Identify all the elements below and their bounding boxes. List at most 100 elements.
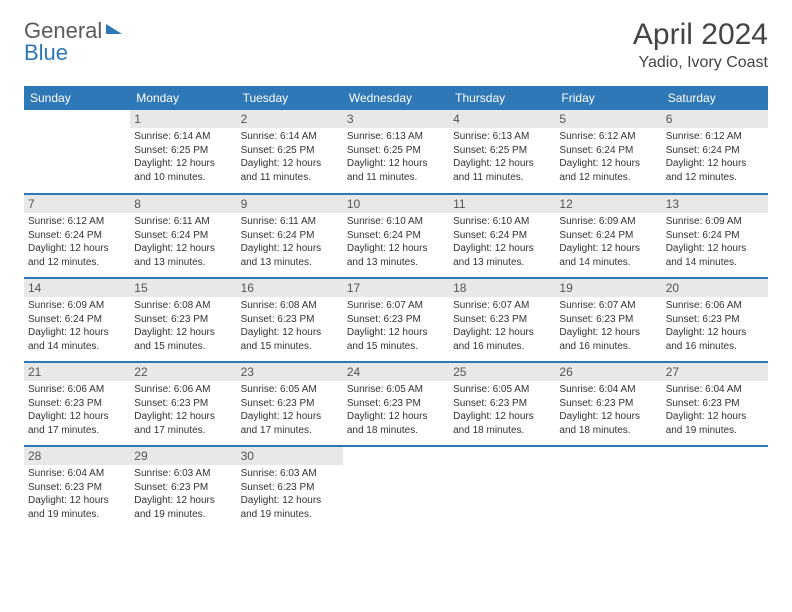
day-info: Sunrise: 6:03 AMSunset: 6:23 PMDaylight:… <box>241 467 339 521</box>
calendar-day: 22Sunrise: 6:06 AMSunset: 6:23 PMDayligh… <box>130 362 236 446</box>
day-number: 8 <box>130 195 236 213</box>
header: General April 2024 Yadio, Ivory Coast <box>24 18 768 72</box>
day-number: 11 <box>449 195 555 213</box>
calendar-day: 3 Sunrise: 6:13 AMSunset: 6:25 PMDaylight… <box>343 110 449 194</box>
calendar-day: 20 Sunrise: 6:06 AMSunset: 6:23 PMDayligh… <box>662 278 768 362</box>
day-info: Sunrise: 6:14 AMSunset: 6:25 PMDaylight:… <box>241 130 339 184</box>
day-number: 19 <box>555 279 661 297</box>
weekday-header: Wednesday <box>343 86 449 110</box>
calendar-day: 15 Sunrise: 6:08 AMSunset: 6:23 PMDayligh… <box>130 278 236 362</box>
day-number: 2 <box>237 110 343 128</box>
day-info: Sunrise: 6:12 AMSunset: 6:24 PMDaylight:… <box>666 130 764 184</box>
day-number: 28 <box>24 447 130 465</box>
calendar-head: SundayMondayTuesdayWednesdayThursdayFrid… <box>24 86 768 110</box>
day-info: Sunrise: 6:12 AMSunset: 6:24 PMDaylight:… <box>559 130 657 184</box>
weekday-row: SundayMondayTuesdayWednesdayThursdayFrid… <box>24 86 768 110</box>
calendar-day <box>449 446 555 530</box>
weekday-header: Sunday <box>24 86 130 110</box>
day-number: 21 <box>24 363 130 381</box>
day-number: 17 <box>343 279 449 297</box>
day-number: 1 <box>130 110 236 128</box>
day-number: 16 <box>237 279 343 297</box>
day-info: Sunrise: 6:07 AMSunset: 6:23 PMDaylight:… <box>347 299 445 353</box>
day-info: Sunrise: 6:12 AMSunset: 6:24 PMDaylight:… <box>28 215 126 269</box>
day-info: Sunrise: 6:10 AMSunset: 6:24 PMDaylight:… <box>453 215 551 269</box>
day-number: 6 <box>662 110 768 128</box>
calendar-day: 23Sunrise: 6:05 AMSunset: 6:23 PMDayligh… <box>237 362 343 446</box>
calendar-day: 2 Sunrise: 6:14 AMSunset: 6:25 PMDaylight… <box>237 110 343 194</box>
calendar-day: 14 Sunrise: 6:09 AMSunset: 6:24 PMDayligh… <box>24 278 130 362</box>
day-info: Sunrise: 6:06 AMSunset: 6:23 PMDaylight:… <box>134 383 232 437</box>
day-info: Sunrise: 6:09 AMSunset: 6:24 PMDaylight:… <box>28 299 126 353</box>
day-info: Sunrise: 6:06 AMSunset: 6:23 PMDaylight:… <box>666 299 764 353</box>
calendar-day: 26Sunrise: 6:04 AMSunset: 6:23 PMDayligh… <box>555 362 661 446</box>
day-number: 5 <box>555 110 661 128</box>
day-number: 20 <box>662 279 768 297</box>
day-number: 24 <box>343 363 449 381</box>
day-info: Sunrise: 6:05 AMSunset: 6:23 PMDaylight:… <box>347 383 445 437</box>
calendar-day: 25Sunrise: 6:05 AMSunset: 6:23 PMDayligh… <box>449 362 555 446</box>
day-number: 27 <box>662 363 768 381</box>
calendar-week: 28 Sunrise: 6:04 AMSunset: 6:23 PMDayligh… <box>24 446 768 530</box>
calendar-day: 13Sunrise: 6:09 AMSunset: 6:24 PMDayligh… <box>662 194 768 278</box>
weekday-header: Tuesday <box>237 86 343 110</box>
calendar-day <box>24 110 130 194</box>
weekday-header: Monday <box>130 86 236 110</box>
calendar-day: 27 Sunrise: 6:04 AMSunset: 6:23 PMDayligh… <box>662 362 768 446</box>
day-info: Sunrise: 6:07 AMSunset: 6:23 PMDaylight:… <box>559 299 657 353</box>
calendar-day: 17 Sunrise: 6:07 AMSunset: 6:23 PMDayligh… <box>343 278 449 362</box>
calendar-day <box>555 446 661 530</box>
day-info: Sunrise: 6:13 AMSunset: 6:25 PMDaylight:… <box>453 130 551 184</box>
calendar-day: 29 Sunrise: 6:03 AMSunset: 6:23 PMDayligh… <box>130 446 236 530</box>
calendar-day: 24 Sunrise: 6:05 AMSunset: 6:23 PMDayligh… <box>343 362 449 446</box>
calendar-week: 1 Sunrise: 6:14 AMSunset: 6:25 PMDaylight… <box>24 110 768 194</box>
day-number: 15 <box>130 279 236 297</box>
calendar-day: 12 Sunrise: 6:09 AMSunset: 6:24 PMDayligh… <box>555 194 661 278</box>
calendar-table: SundayMondayTuesdayWednesdayThursdayFrid… <box>24 86 768 530</box>
calendar-day: 21Sunrise: 6:06 AMSunset: 6:23 PMDayligh… <box>24 362 130 446</box>
day-info: Sunrise: 6:09 AMSunset: 6:24 PMDaylight:… <box>559 215 657 269</box>
weekday-header: Saturday <box>662 86 768 110</box>
day-number: 18 <box>449 279 555 297</box>
calendar-week: 21Sunrise: 6:06 AMSunset: 6:23 PMDayligh… <box>24 362 768 446</box>
calendar-day: 1Sunrise: 6:14 AMSunset: 6:25 PMDaylight… <box>130 110 236 194</box>
title-block: April 2024 Yadio, Ivory Coast <box>633 18 768 72</box>
logo-line2: Blue <box>24 40 68 66</box>
calendar-day: 10Sunrise: 6:10 AMSunset: 6:24 PMDayligh… <box>343 194 449 278</box>
calendar-day: 4Sunrise: 6:13 AMSunset: 6:25 PMDaylight… <box>449 110 555 194</box>
day-info: Sunrise: 6:04 AMSunset: 6:23 PMDaylight:… <box>28 467 126 521</box>
weekday-header: Friday <box>555 86 661 110</box>
logo-text-2: Blue <box>24 40 68 65</box>
day-info: Sunrise: 6:11 AMSunset: 6:24 PMDaylight:… <box>134 215 232 269</box>
calendar-day: 9Sunrise: 6:11 AMSunset: 6:24 PMDaylight… <box>237 194 343 278</box>
day-number: 25 <box>449 363 555 381</box>
calendar-day: 8 Sunrise: 6:11 AMSunset: 6:24 PMDaylight… <box>130 194 236 278</box>
day-info: Sunrise: 6:11 AMSunset: 6:24 PMDaylight:… <box>241 215 339 269</box>
calendar-day: 18 Sunrise: 6:07 AMSunset: 6:23 PMDayligh… <box>449 278 555 362</box>
day-number: 29 <box>130 447 236 465</box>
day-info: Sunrise: 6:05 AMSunset: 6:23 PMDaylight:… <box>241 383 339 437</box>
day-info: Sunrise: 6:03 AMSunset: 6:23 PMDaylight:… <box>134 467 232 521</box>
day-info: Sunrise: 6:07 AMSunset: 6:23 PMDaylight:… <box>453 299 551 353</box>
calendar-day: 28 Sunrise: 6:04 AMSunset: 6:23 PMDayligh… <box>24 446 130 530</box>
day-info: Sunrise: 6:08 AMSunset: 6:23 PMDaylight:… <box>241 299 339 353</box>
location-label: Yadio, Ivory Coast <box>633 54 768 72</box>
day-number: 14 <box>24 279 130 297</box>
day-number: 12 <box>555 195 661 213</box>
logo-icon <box>106 24 122 34</box>
calendar-week: 7 Sunrise: 6:12 AMSunset: 6:24 PMDaylight… <box>24 194 768 278</box>
calendar-week: 14 Sunrise: 6:09 AMSunset: 6:24 PMDayligh… <box>24 278 768 362</box>
day-info: Sunrise: 6:09 AMSunset: 6:24 PMDaylight:… <box>666 215 764 269</box>
calendar-day: 19 Sunrise: 6:07 AMSunset: 6:23 PMDayligh… <box>555 278 661 362</box>
day-info: Sunrise: 6:08 AMSunset: 6:23 PMDaylight:… <box>134 299 232 353</box>
day-info: Sunrise: 6:13 AMSunset: 6:25 PMDaylight:… <box>347 130 445 184</box>
calendar-day: 16 Sunrise: 6:08 AMSunset: 6:23 PMDayligh… <box>237 278 343 362</box>
day-number: 7 <box>24 195 130 213</box>
calendar-day: 11 Sunrise: 6:10 AMSunset: 6:24 PMDayligh… <box>449 194 555 278</box>
calendar-day: 6 Sunrise: 6:12 AMSunset: 6:24 PMDaylight… <box>662 110 768 194</box>
day-info: Sunrise: 6:10 AMSunset: 6:24 PMDaylight:… <box>347 215 445 269</box>
day-info: Sunrise: 6:04 AMSunset: 6:23 PMDaylight:… <box>559 383 657 437</box>
calendar-page: General April 2024 Yadio, Ivory Coast Bl… <box>0 0 792 548</box>
day-number: 3 <box>343 110 449 128</box>
day-info: Sunrise: 6:04 AMSunset: 6:23 PMDaylight:… <box>666 383 764 437</box>
